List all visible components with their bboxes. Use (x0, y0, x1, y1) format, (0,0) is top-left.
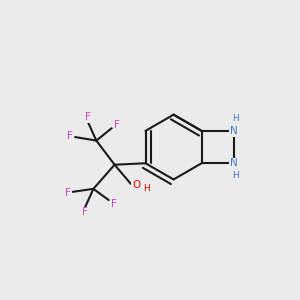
Text: F: F (82, 207, 88, 218)
Text: H: H (232, 114, 239, 123)
Text: F: F (85, 112, 91, 122)
Text: O: O (132, 180, 140, 190)
Text: H: H (144, 184, 150, 193)
Text: N: N (230, 158, 238, 168)
Text: H: H (232, 171, 239, 180)
Text: F: F (114, 120, 120, 130)
Text: F: F (64, 188, 70, 198)
Text: F: F (67, 130, 73, 141)
Text: N: N (230, 126, 238, 136)
Text: F: F (111, 199, 117, 208)
